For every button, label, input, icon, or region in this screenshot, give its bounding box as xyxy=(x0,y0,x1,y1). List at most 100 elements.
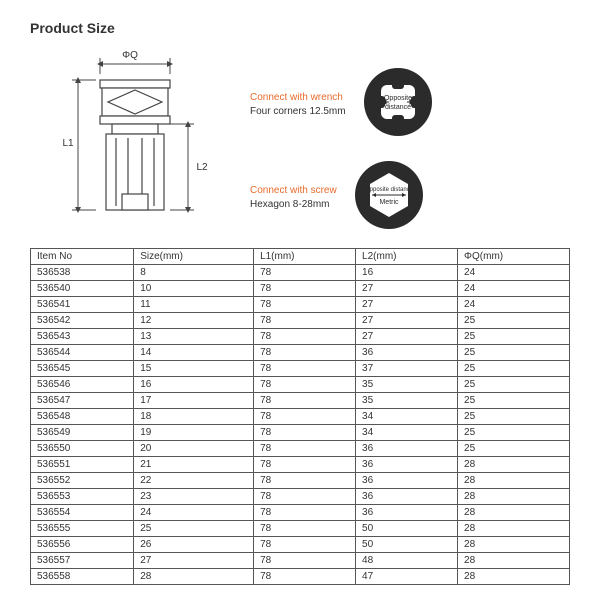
table-cell: 11 xyxy=(134,297,254,313)
table-row: 53654818783425 xyxy=(31,409,570,425)
hex-drive-icon: Opposite distance Metric xyxy=(353,159,425,236)
table-cell: 78 xyxy=(254,473,356,489)
table-cell: 78 xyxy=(254,265,356,281)
table-cell: 25 xyxy=(458,441,570,457)
table-cell: 27 xyxy=(356,297,458,313)
table-cell: 36 xyxy=(356,505,458,521)
table-cell: 28 xyxy=(458,473,570,489)
callouts: Connect with wrench Four corners 12.5mm … xyxy=(250,46,570,236)
callout-title: Connect with wrench xyxy=(250,91,346,105)
table-cell: 536553 xyxy=(31,489,134,505)
table-cell: 47 xyxy=(356,569,458,585)
table-cell: 25 xyxy=(458,345,570,361)
table-row: 53654717783525 xyxy=(31,393,570,409)
table-cell: 78 xyxy=(254,393,356,409)
label-l1: L1 xyxy=(62,138,74,149)
table-cell: 78 xyxy=(254,297,356,313)
table-cell: 27 xyxy=(134,553,254,569)
col-header: ΦQ(mm) xyxy=(458,249,570,265)
table-cell: 536542 xyxy=(31,313,134,329)
svg-text:distance: distance xyxy=(385,104,411,111)
table-cell: 37 xyxy=(356,361,458,377)
table-cell: 28 xyxy=(458,489,570,505)
table-cell: 13 xyxy=(134,329,254,345)
callout-subtitle: Hexagon 8-28mm xyxy=(250,198,337,212)
table-cell: 34 xyxy=(356,409,458,425)
table-cell: 25 xyxy=(458,361,570,377)
table-cell: 28 xyxy=(458,505,570,521)
table-row: 53655424783628 xyxy=(31,505,570,521)
table-cell: 536545 xyxy=(31,361,134,377)
table-cell: 35 xyxy=(356,393,458,409)
table-cell: 28 xyxy=(458,537,570,553)
table-cell: 24 xyxy=(458,297,570,313)
table-cell: 78 xyxy=(254,441,356,457)
table-cell: 23 xyxy=(134,489,254,505)
callout-subtitle: Four corners 12.5mm xyxy=(250,105,346,119)
table-cell: 78 xyxy=(254,361,356,377)
table-cell: 26 xyxy=(134,537,254,553)
table-cell: 27 xyxy=(356,329,458,345)
table-cell: 8 xyxy=(134,265,254,281)
table-row: 53654616783525 xyxy=(31,377,570,393)
table-row: 53654515783725 xyxy=(31,361,570,377)
col-header: L2(mm) xyxy=(356,249,458,265)
table-row: 53655020783625 xyxy=(31,441,570,457)
table-cell: 16 xyxy=(356,265,458,281)
callout-wrench-text: Connect with wrench Four corners 12.5mm xyxy=(250,91,346,119)
table-row: 53654313782725 xyxy=(31,329,570,345)
table-cell: 48 xyxy=(356,553,458,569)
table-cell: 78 xyxy=(254,345,356,361)
table-cell: 78 xyxy=(254,553,356,569)
col-header: L1(mm) xyxy=(254,249,356,265)
size-table: Item NoSize(mm)L1(mm)L2(mm)ΦQ(mm) 536538… xyxy=(30,248,570,585)
table-cell: 536544 xyxy=(31,345,134,361)
page-title: Product Size xyxy=(30,20,570,36)
table-row: 5365388781624 xyxy=(31,265,570,281)
table-cell: 536557 xyxy=(31,553,134,569)
table-cell: 10 xyxy=(134,281,254,297)
table-row: 53655626785028 xyxy=(31,537,570,553)
table-cell: 17 xyxy=(134,393,254,409)
table-cell: 25 xyxy=(458,393,570,409)
table-cell: 536540 xyxy=(31,281,134,297)
table-cell: 28 xyxy=(134,569,254,585)
table-row: 53655323783628 xyxy=(31,489,570,505)
table-cell: 536538 xyxy=(31,265,134,281)
table-cell: 12 xyxy=(134,313,254,329)
table-cell: 27 xyxy=(356,313,458,329)
table-cell: 25 xyxy=(458,377,570,393)
callout-screw: Connect with screw Hexagon 8-28mm Opposi… xyxy=(250,159,570,236)
table-cell: 536558 xyxy=(31,569,134,585)
table-cell: 20 xyxy=(134,441,254,457)
table-cell: 78 xyxy=(254,329,356,345)
col-header: Size(mm) xyxy=(134,249,254,265)
callout-screw-text: Connect with screw Hexagon 8-28mm xyxy=(250,184,337,212)
table-cell: 536550 xyxy=(31,441,134,457)
table-cell: 24 xyxy=(458,281,570,297)
table-cell: 536552 xyxy=(31,473,134,489)
table-cell: 536548 xyxy=(31,409,134,425)
table-row: 53655727784828 xyxy=(31,553,570,569)
table-cell: 28 xyxy=(458,457,570,473)
table-cell: 28 xyxy=(458,553,570,569)
table-cell: 14 xyxy=(134,345,254,361)
table-cell: 24 xyxy=(458,265,570,281)
table-cell: 25 xyxy=(458,313,570,329)
square-drive-icon: Opposite distance xyxy=(362,66,434,143)
table-cell: 25 xyxy=(134,521,254,537)
table-cell: 16 xyxy=(134,377,254,393)
table-row: 53654010782724 xyxy=(31,281,570,297)
table-cell: 78 xyxy=(254,537,356,553)
table-cell: 536546 xyxy=(31,377,134,393)
table-cell: 536556 xyxy=(31,537,134,553)
table-cell: 78 xyxy=(254,457,356,473)
table-cell: 78 xyxy=(254,425,356,441)
table-cell: 536551 xyxy=(31,457,134,473)
table-cell: 536549 xyxy=(31,425,134,441)
table-cell: 536541 xyxy=(31,297,134,313)
label-l2: L2 xyxy=(196,162,208,173)
table-row: 53654414783625 xyxy=(31,345,570,361)
table-cell: 35 xyxy=(356,377,458,393)
table-cell: 78 xyxy=(254,489,356,505)
